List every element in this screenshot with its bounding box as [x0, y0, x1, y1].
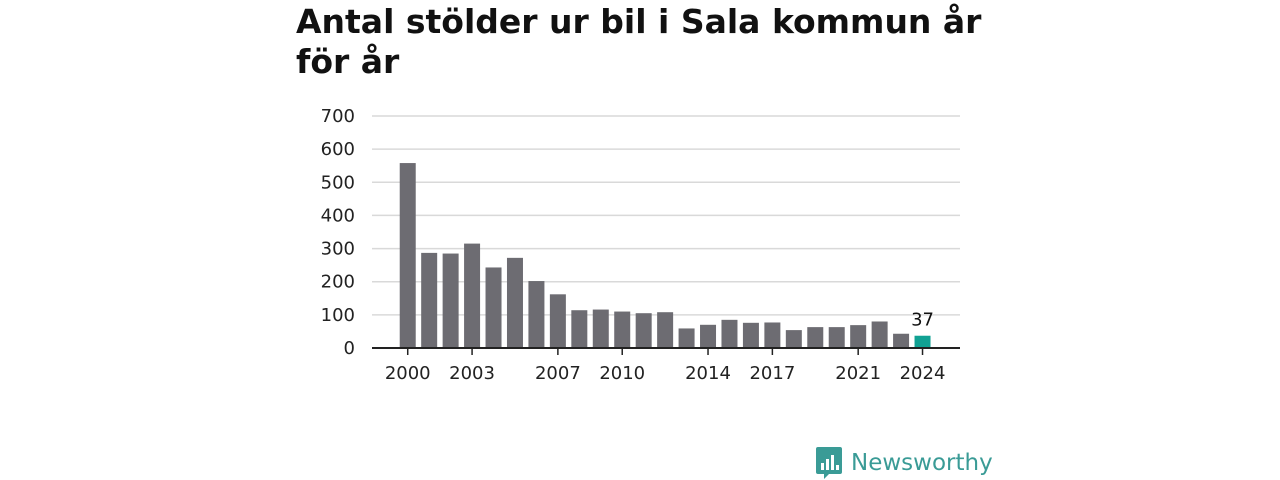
y-tick-label-400: 400 [321, 205, 355, 226]
y-tick-label-100: 100 [321, 305, 355, 326]
bar-2013 [678, 328, 695, 348]
bar-2004 [485, 267, 502, 348]
bar-2019 [807, 327, 824, 348]
bar-2022 [871, 321, 888, 348]
x-tick-label-2014: 2014 [685, 363, 731, 384]
y-tick-label-200: 200 [321, 272, 355, 293]
x-tick-label-2017: 2017 [749, 363, 795, 384]
bar-2021 [850, 325, 867, 348]
y-tick-label-600: 600 [321, 139, 355, 160]
bar-2006 [528, 281, 545, 348]
bar-2011 [635, 313, 652, 348]
bar-2001 [421, 252, 438, 348]
data-label-2024: 37 [911, 310, 934, 331]
bar-2002 [442, 253, 459, 348]
y-axis-ticks: 0 100 200 300 400 500 600 700 [321, 106, 355, 359]
newsworthy-logo: Newsworthy [815, 446, 993, 480]
y-tick-label-0: 0 [344, 338, 355, 359]
bar-2012 [657, 312, 674, 348]
x-tick-label-2000: 2000 [385, 363, 431, 384]
x-tick-label-2021: 2021 [835, 363, 881, 384]
bar-2005 [506, 257, 523, 348]
x-tick-label-2003: 2003 [449, 363, 495, 384]
bar-2017 [764, 322, 781, 348]
bar-2014 [700, 324, 717, 348]
gridlines [372, 115, 960, 316]
chart-title: Antal stölder ur bil i Sala kommun år fö… [296, 2, 982, 81]
y-tick-label-300: 300 [321, 239, 355, 260]
bar-2015 [721, 319, 738, 348]
bar-2023 [893, 333, 910, 348]
bar-2020 [828, 327, 845, 348]
bar-2024 [914, 335, 931, 348]
bar-2007 [549, 294, 566, 348]
bars [399, 163, 931, 348]
bar-2008 [571, 310, 588, 348]
data-labels: 37 [911, 310, 934, 331]
bar-2009 [592, 309, 609, 348]
bar-2010 [614, 311, 631, 348]
bar-2003 [464, 243, 481, 348]
y-tick-label-700: 700 [321, 106, 355, 127]
x-axis-ticks: 2000 2003 2007 2010 2014 2017 2021 2024 [385, 348, 946, 384]
bar-2018 [785, 330, 802, 348]
x-tick-label-2010: 2010 [599, 363, 645, 384]
bar-chart-speech-bubble-icon [816, 447, 842, 479]
x-tick-label-2024: 2024 [900, 363, 946, 384]
y-tick-label-500: 500 [321, 172, 355, 193]
brand-name: Newsworthy [851, 450, 993, 476]
bar-2016 [742, 322, 759, 348]
x-tick-label-2007: 2007 [535, 363, 581, 384]
bar-2000 [399, 163, 416, 348]
